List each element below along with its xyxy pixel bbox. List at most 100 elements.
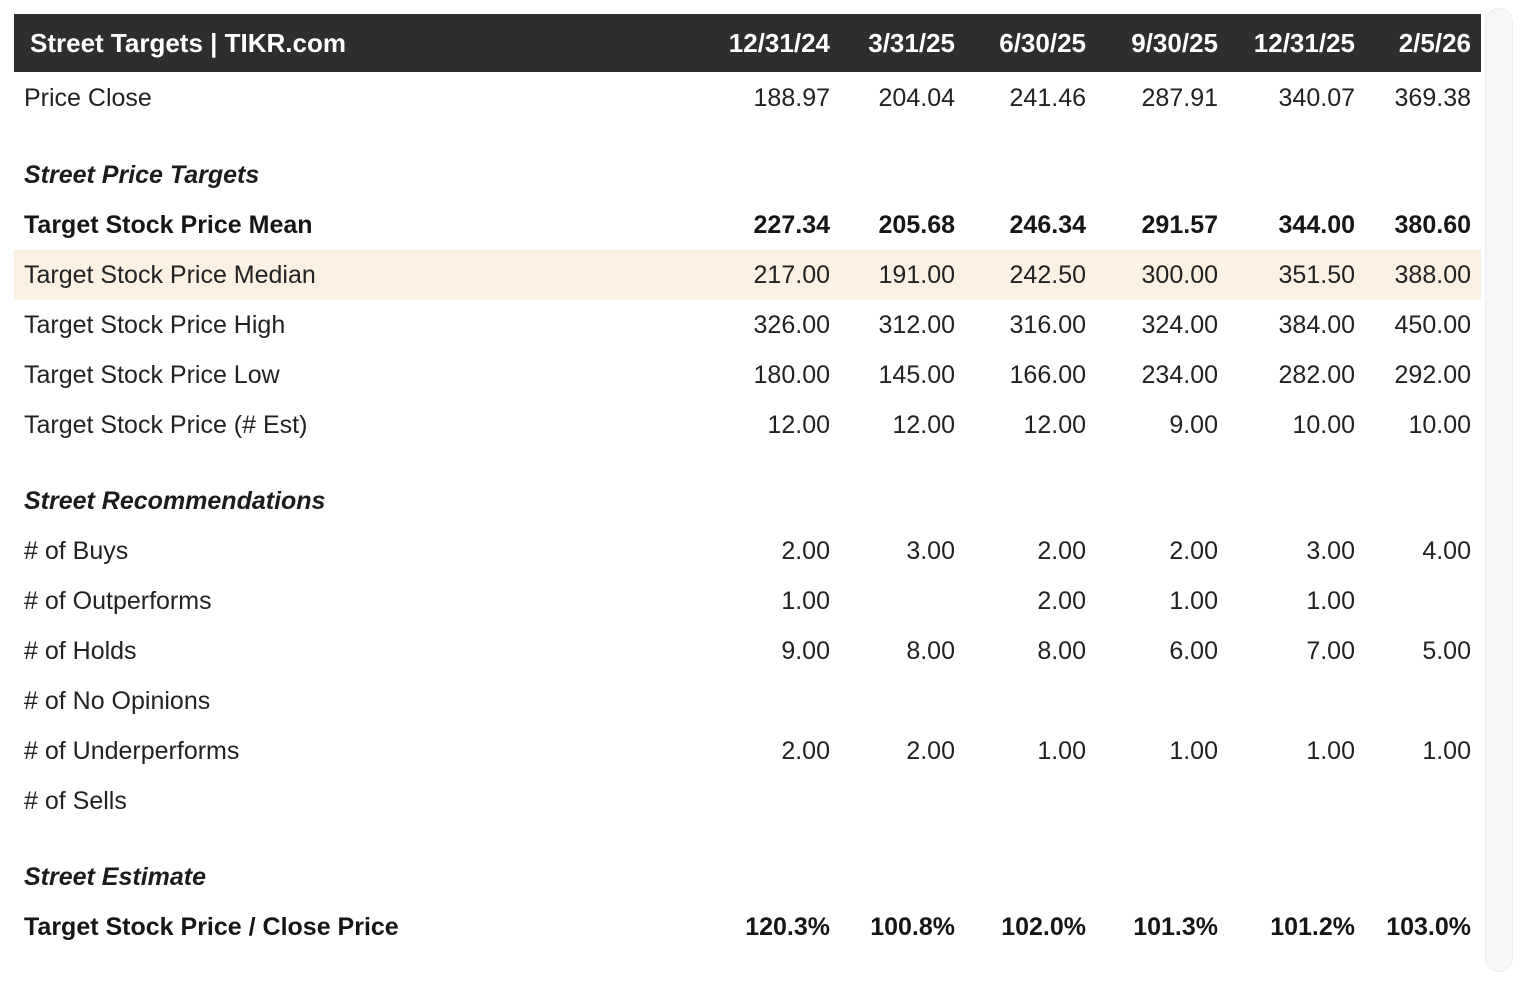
cell: 324.00: [1141, 310, 1218, 339]
cell: 300.00: [1141, 260, 1218, 289]
cell: 1.00: [781, 586, 830, 615]
cell: 380.60: [1394, 210, 1471, 239]
cell: 2.00: [781, 536, 830, 565]
cell: 1.00: [1422, 736, 1471, 765]
cell: 12.00: [892, 410, 955, 439]
cell: 450.00: [1394, 310, 1471, 339]
cell: 384.00: [1278, 310, 1355, 339]
cell: 292.00: [1394, 360, 1471, 389]
row-label: Target Stock Price Low: [24, 360, 280, 389]
cell: 9.00: [1169, 410, 1218, 439]
row-label: # of No Opinions: [24, 686, 211, 715]
cell: 180.00: [753, 360, 830, 389]
vertical-scrollbar[interactable]: [1485, 8, 1513, 972]
column-header-6: 2/5/26: [1398, 27, 1471, 58]
column-header-5: 12/31/25: [1253, 27, 1355, 58]
section-heading-label: Street Price Targets: [24, 160, 260, 189]
cell: 2.00: [906, 736, 955, 765]
cell: 145.00: [878, 360, 955, 389]
table-title: Street Targets | TIKR.com: [30, 27, 346, 58]
row-label: # of Buys: [24, 536, 129, 565]
section-heading-label: Street Recommendations: [24, 486, 326, 515]
row-label: Target Stock Price High: [24, 310, 286, 339]
cell: 102.0%: [1001, 912, 1086, 941]
table-row[interactable]: Price Close 188.97 204.04 241.46 287.91 340.0…: [14, 72, 1481, 124]
cell: 287.91: [1141, 83, 1218, 112]
cell: 1.00: [1037, 736, 1086, 765]
cell: 3.00: [1306, 536, 1355, 565]
cell: 291.57: [1141, 210, 1218, 239]
row-label: Target Stock Price / Close Price: [24, 912, 399, 941]
cell: 351.50: [1278, 260, 1355, 289]
table-row[interactable]: Target Stock Price (# Est) 12.00 12.00 12.0…: [14, 400, 1481, 450]
cell: 312.00: [878, 310, 955, 339]
cell: 340.07: [1278, 83, 1355, 112]
cell: 1.00: [1169, 586, 1218, 615]
table-row[interactable]: Target Stock Price Mean 227.34 205.68 246.3…: [14, 200, 1481, 250]
table-row[interactable]: Target Stock Price High 326.00 312.00 316.0…: [14, 300, 1481, 350]
section-heading: Street Price Targets: [14, 150, 1481, 200]
cell: 10.00: [1292, 410, 1355, 439]
table-header: Street Targets | TIKR.com 12/31/24 3/31/…: [14, 14, 1481, 72]
cell: 316.00: [1009, 310, 1086, 339]
section-heading-label: Street Estimate: [24, 862, 207, 891]
section-heading: Street Recommendations: [14, 476, 1481, 526]
section-heading: Street Estimate: [14, 852, 1481, 902]
cell: 6.00: [1169, 636, 1218, 665]
cell: 9.00: [781, 636, 830, 665]
cell: 2.00: [1037, 536, 1086, 565]
cell: 103.0%: [1386, 912, 1471, 941]
cell: 7.00: [1306, 636, 1355, 665]
cell: 2.00: [1169, 536, 1218, 565]
row-label: Target Stock Price Mean: [24, 210, 313, 239]
table-row[interactable]: # of Sells: [14, 776, 1481, 826]
table-row[interactable]: # of Buys 2.00 3.00 2.00 2.00 3.00 4.00: [14, 526, 1481, 576]
cell: 12.00: [767, 410, 830, 439]
table-row[interactable]: # of Underperforms 2.00 2.00 1.00 1.00 1.00 1.…: [14, 726, 1481, 776]
row-label: Target Stock Price (# Est): [24, 410, 308, 439]
row-label: Target Stock Price Median: [24, 260, 316, 289]
cell: 188.97: [753, 83, 830, 112]
table-body: Price Close 188.97 204.04 241.46 287.91 340.0…: [14, 72, 1481, 952]
cell: 2.00: [781, 736, 830, 765]
cell: 282.00: [1278, 360, 1355, 389]
cell: 217.00: [753, 260, 830, 289]
cell: 1.00: [1169, 736, 1218, 765]
table-row[interactable]: # of Outperforms 1.00 2.00 1.00 1.00: [14, 576, 1481, 626]
cell: 388.00: [1394, 260, 1471, 289]
column-header-3: 6/30/25: [999, 27, 1086, 58]
row-label: # of Holds: [24, 636, 137, 665]
row-label: # of Underperforms: [24, 736, 240, 765]
cell: 204.04: [878, 83, 955, 112]
cell: 227.34: [753, 210, 830, 239]
row-label: # of Outperforms: [24, 586, 212, 615]
column-header-4: 9/30/25: [1131, 27, 1218, 58]
cell: 369.38: [1394, 83, 1471, 112]
row-label: Price Close: [24, 83, 152, 112]
cell: 241.46: [1009, 83, 1086, 112]
cell: 4.00: [1422, 536, 1471, 565]
row-label: # of Sells: [24, 786, 127, 815]
table-row[interactable]: # of Holds 9.00 8.00 8.00 6.00 7.00 5.00: [14, 626, 1481, 676]
table-row[interactable]: Target Stock Price Low 180.00 145.00 166.00…: [14, 350, 1481, 400]
cell: 1.00: [1306, 586, 1355, 615]
table-row[interactable]: # of No Opinions: [14, 676, 1481, 726]
table-row[interactable]: Target Stock Price / Close Price 120.3% 10…: [14, 902, 1481, 952]
cell: 344.00: [1278, 210, 1355, 239]
cell: 101.2%: [1270, 912, 1355, 941]
cell: 120.3%: [745, 912, 830, 941]
cell: 12.00: [1023, 410, 1086, 439]
column-header-2: 3/31/25: [868, 27, 955, 58]
table-row[interactable]: Target Stock Price Median 217.00 191.00 242…: [14, 250, 1481, 300]
cell: 100.8%: [870, 912, 955, 941]
street-targets-table: Street Targets | TIKR.com 12/31/24 3/31/…: [14, 14, 1481, 952]
cell: 1.00: [1306, 736, 1355, 765]
cell: 101.3%: [1133, 912, 1218, 941]
cell: 234.00: [1141, 360, 1218, 389]
cell: 10.00: [1408, 410, 1471, 439]
cell: 3.00: [906, 536, 955, 565]
cell: 2.00: [1037, 586, 1086, 615]
cell: 8.00: [1037, 636, 1086, 665]
cell: 166.00: [1009, 360, 1086, 389]
